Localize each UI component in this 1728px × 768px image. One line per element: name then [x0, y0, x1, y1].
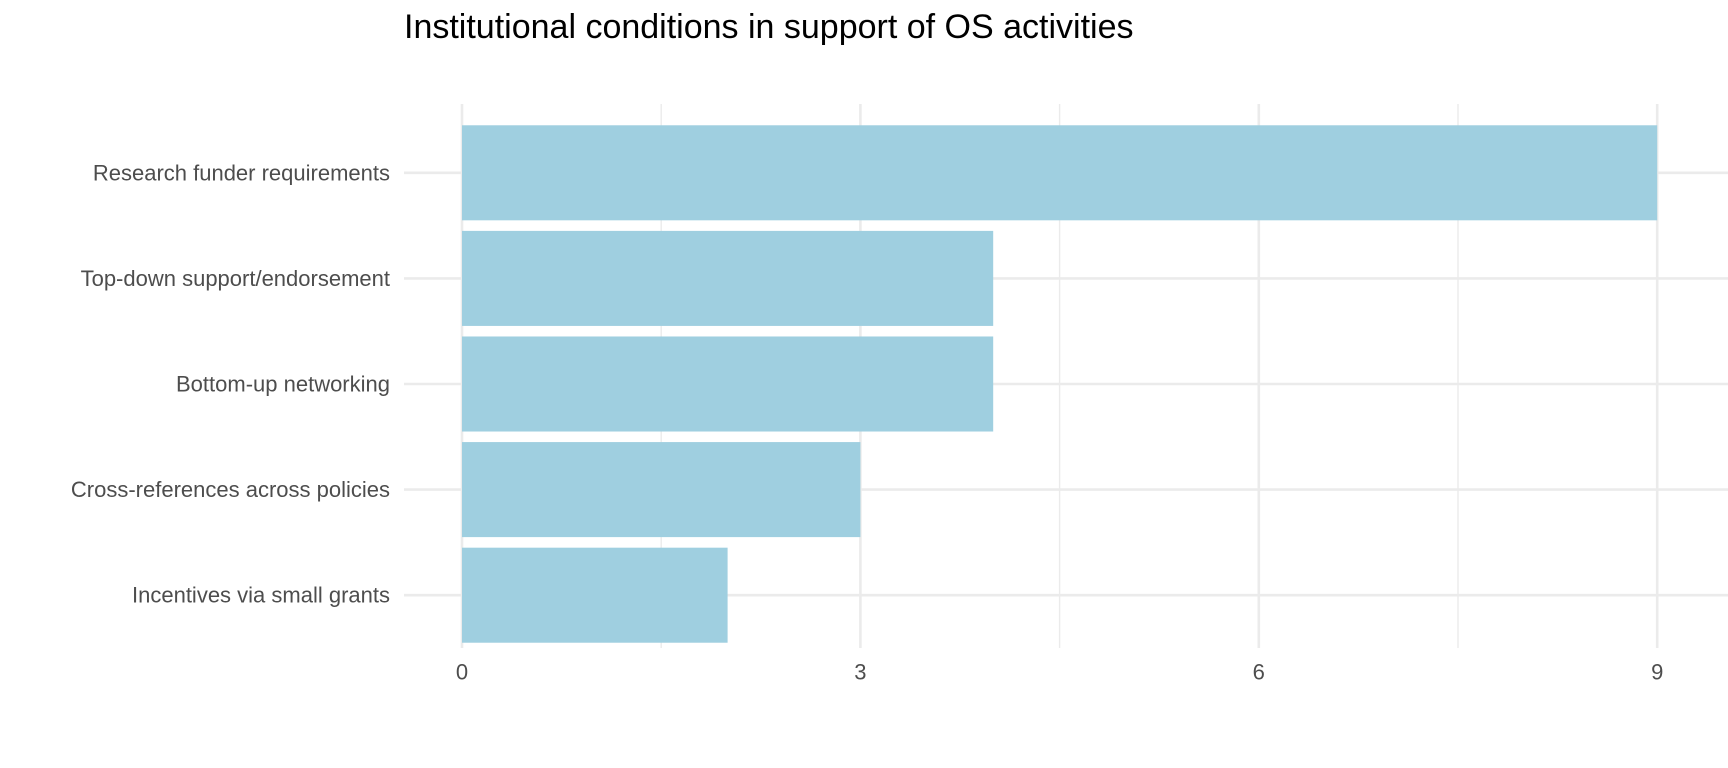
bar [462, 442, 861, 538]
y-tick-label: Incentives via small grants [132, 583, 390, 608]
y-tick-label: Bottom-up networking [176, 372, 390, 397]
y-tick-label: Cross-references across policies [71, 477, 390, 502]
x-tick-label: 0 [456, 660, 468, 685]
chart-title: Institutional conditions in support of O… [404, 8, 1134, 46]
x-tick-label: 9 [1651, 660, 1663, 685]
bars [462, 125, 1658, 643]
bar [462, 547, 728, 643]
x-tick-label: 3 [854, 660, 866, 685]
bar [462, 336, 994, 432]
y-tick-label: Research funder requirements [93, 160, 390, 185]
y-tick-label: Top-down support/endorsement [81, 266, 390, 291]
x-axis-labels: 0 3 6 9 [456, 660, 1663, 685]
y-axis-labels: Research funder requirements Top-down sup… [71, 160, 390, 607]
bar [462, 125, 1658, 221]
bar [462, 230, 994, 326]
x-tick-label: 6 [1253, 660, 1265, 685]
